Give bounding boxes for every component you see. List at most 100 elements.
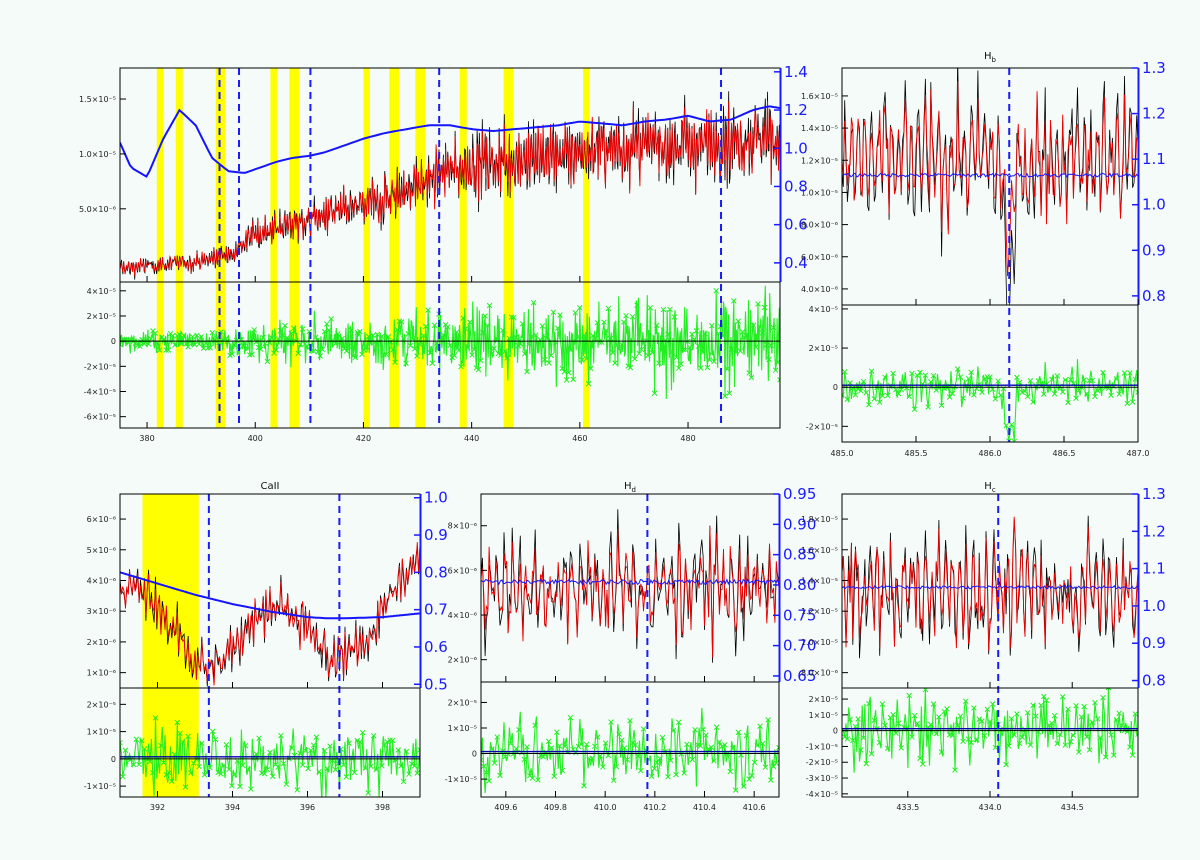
residual-point [122,747,129,754]
top-plot-hc [842,515,1138,659]
y-tick-label-left: 5×10⁻⁶ [87,546,116,555]
residual-point [671,314,678,320]
residual-point [597,753,603,759]
residual-point [374,331,381,338]
residual-point [494,734,501,740]
x-tick-label: 440 [464,434,479,443]
residual-point [592,335,598,342]
residual-point [1127,744,1133,750]
residual-point [528,333,535,340]
residual-point [676,719,682,726]
residual-point [229,783,235,789]
y-tick-label-right: 1.2 [1142,105,1166,123]
y-tick-label-left: 3×10⁻⁶ [87,607,116,616]
residual-point [619,737,625,743]
residual-point [407,342,414,349]
residual-point [502,348,508,355]
residual-point [165,347,172,353]
residual-point [741,783,747,789]
residual-point [757,324,763,331]
resid-tick-label: -1×10⁻⁵ [806,742,838,751]
residual-point [1108,392,1114,399]
residual-point [354,737,361,744]
residual-point [772,367,779,373]
residual-point [627,717,633,724]
residual-point [968,369,974,376]
residual-point [654,322,660,329]
residual-point [618,341,625,348]
residual-point [519,320,526,327]
residual-point [1081,377,1087,383]
residual-point [1024,710,1031,716]
residual-point [578,741,584,747]
residual-point [317,353,323,359]
residual-point [548,352,554,359]
residual-point [529,775,536,781]
residual-point [321,748,328,754]
residual-point [768,342,774,349]
masked-band-1 [175,68,183,428]
residual-point [773,760,779,766]
residual-point [234,758,241,764]
residual-point [556,743,563,749]
residual-point [649,349,656,356]
panel-title-sub: d [632,486,636,494]
y-tick-label-left: 4×10⁻⁶ [448,611,477,620]
residual-point [489,746,495,752]
residual-point [733,349,739,355]
residual-point [1116,391,1122,397]
residual-point [237,783,243,790]
resid-tick-label: 1×10⁻⁵ [87,728,116,737]
residual-point [324,321,330,327]
residual-point [754,742,761,749]
residual-point [735,729,742,736]
residual-point [1105,688,1112,691]
residual-point [1014,374,1020,381]
residual-point [172,342,178,348]
residual-point [251,327,257,333]
residual-point [1038,702,1044,709]
residual-point [346,740,352,746]
residual-point [190,760,197,766]
residual-point [535,777,541,783]
residual-point [860,378,867,385]
residual-point [1102,754,1109,760]
residual-point [602,740,609,746]
residual-point [610,777,617,784]
residual-point [1119,386,1125,393]
y-tick-label-right: 1.0 [1142,196,1166,214]
residual-point [706,357,713,363]
residual-point [1057,731,1063,738]
residual-point [726,390,733,396]
residual-point [362,765,369,771]
y-tick-label-right: 0.9 [424,526,448,544]
residual-point [462,326,469,332]
residual-point [842,734,848,740]
y-tick-label-left: 1.4×10⁻⁵ [801,576,838,585]
y-tick-label-right: 1.1 [1142,560,1166,578]
residual-point [732,787,739,793]
residual-point [737,348,744,354]
residual-point [130,761,137,768]
residual-point [260,334,266,341]
residual-point [1119,722,1125,729]
residual-point [149,769,156,776]
residual-point [522,350,528,357]
residual-point [731,298,737,304]
residual-point [218,771,224,777]
x-tick-label: 485.5 [905,449,928,458]
residual-point [284,334,290,341]
residual-point [681,770,687,776]
residual-point [308,747,314,754]
residual-point [871,396,878,402]
residual-point [705,746,712,752]
residual-point [504,355,510,361]
residual-point [294,787,301,793]
y-tick-label-right: 1.0 [1142,597,1166,615]
y-tick-label-right: 0.85 [783,546,816,564]
x-tick-label: 400 [248,434,263,443]
residual-point [464,344,471,351]
panel-title: Hb [984,51,997,64]
residual-plot-hc [842,688,1138,773]
